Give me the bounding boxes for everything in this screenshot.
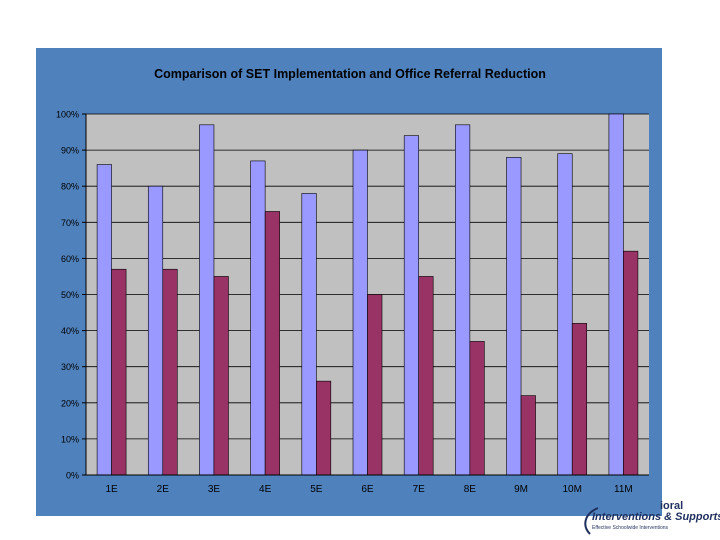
logo-text-line2: Interventions & Supports: [592, 511, 720, 523]
bar-series2-2E: [162, 268, 178, 476]
logo-text-line1: ioral: [660, 500, 684, 512]
bar-series2-9M: [520, 395, 536, 476]
bar-series2-6E: [367, 294, 383, 476]
y-tick-label: 80%: [61, 182, 79, 192]
y-tick-label: 50%: [61, 290, 79, 300]
swoosh-icon: [584, 507, 599, 535]
x-tick-label: 7E: [413, 484, 426, 495]
x-tick-label: 1E: [105, 484, 118, 495]
x-tick-label: 3E: [208, 484, 221, 495]
x-tick-label: 10M: [563, 484, 582, 495]
bar-series1-2E: [147, 185, 164, 476]
bar-series2-10M: [571, 323, 588, 476]
y-tick-label: 100%: [56, 110, 79, 120]
bar-series1-9M: [506, 157, 522, 476]
y-tick-label: 0%: [66, 471, 79, 481]
y-tick-label: 40%: [61, 326, 79, 336]
bar-series2-4E: [264, 211, 280, 476]
y-tick-label: 60%: [61, 254, 79, 264]
x-axis-ticks: 1E 2E 3E 4E 5E 6E 7E 8E 9M 10M 11M: [105, 484, 632, 495]
y-tick-label: 20%: [61, 398, 79, 408]
x-tick-label: 11M: [614, 484, 633, 495]
bar-series1-4E: [250, 160, 266, 476]
x-tick-label: 6E: [361, 484, 374, 495]
y-tick-label: 70%: [61, 218, 79, 228]
bar-series1-6E: [352, 149, 368, 476]
bar-series2-5E: [316, 380, 332, 476]
bar-series2-11M: [623, 250, 639, 476]
y-axis-ticks: 0% 10% 20% 30% 40% 50% 60% 70% 80% 90% 100%: [56, 110, 86, 481]
x-tick-label: 8E: [464, 484, 477, 495]
pbis-logo: ioral Interventions & Supports Effective…: [580, 498, 720, 538]
bars: [96, 113, 639, 476]
bar-series1-5E: [301, 193, 317, 476]
bar-series1-3E: [199, 124, 215, 476]
bar-series1-8E: [455, 124, 471, 476]
bar-series2-1E: [111, 268, 127, 476]
bar-series1-1E: [96, 164, 112, 476]
bar-series1-11M: [608, 113, 624, 476]
chart-title: Comparison of SET Implementation and Off…: [154, 67, 546, 81]
bar-series2-8E: [469, 341, 485, 476]
x-tick-label: 5E: [310, 484, 323, 495]
x-tick-label: 2E: [157, 484, 170, 495]
bar-series2-3E: [213, 276, 229, 476]
y-tick-label: 10%: [61, 434, 79, 444]
bar-series1-10M: [557, 153, 573, 476]
logo-text-line3: Effective Schoolwide Interventions: [592, 525, 669, 531]
bar-series2-7E: [418, 276, 434, 476]
y-tick-label: 30%: [61, 362, 79, 372]
y-tick-label: 90%: [61, 146, 79, 156]
x-tick-label: 4E: [259, 484, 272, 495]
x-tick-label: 9M: [514, 484, 528, 495]
bar-series1-7E: [403, 135, 419, 476]
